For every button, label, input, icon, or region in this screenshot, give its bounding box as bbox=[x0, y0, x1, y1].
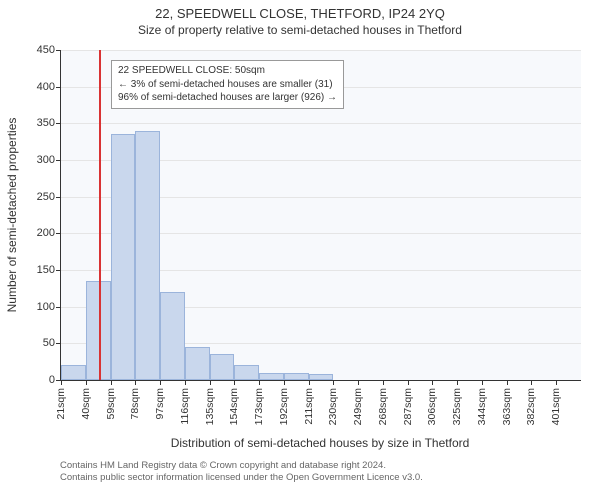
property-marker-line bbox=[99, 50, 101, 380]
ytick-label: 250 bbox=[37, 191, 55, 203]
xtick-label: 211sqm bbox=[303, 388, 315, 425]
xtick-label: 59sqm bbox=[105, 388, 117, 420]
xtick-mark bbox=[383, 380, 384, 385]
xtick-label: 230sqm bbox=[327, 388, 339, 425]
ytick-label: 200 bbox=[37, 227, 55, 239]
xtick-mark bbox=[358, 380, 359, 385]
xtick-mark bbox=[531, 380, 532, 385]
xtick-mark bbox=[309, 380, 310, 385]
xtick-label: 40sqm bbox=[80, 388, 92, 420]
xtick-mark bbox=[408, 380, 409, 385]
xtick-mark bbox=[333, 380, 334, 385]
xtick-mark bbox=[185, 380, 186, 385]
histogram-bar bbox=[210, 354, 235, 380]
xtick-label: 382sqm bbox=[525, 388, 537, 425]
page-title-1: 22, SPEEDWELL CLOSE, THETFORD, IP24 2YQ bbox=[0, 0, 600, 21]
xtick-mark bbox=[259, 380, 260, 385]
xtick-label: 306sqm bbox=[426, 388, 438, 425]
xtick-mark bbox=[432, 380, 433, 385]
histogram-bar bbox=[160, 292, 185, 380]
x-axis-label: Distribution of semi-detached houses by … bbox=[60, 436, 580, 450]
xtick-label: 268sqm bbox=[377, 388, 389, 425]
xtick-label: 344sqm bbox=[476, 388, 488, 425]
xtick-mark bbox=[482, 380, 483, 385]
footer-attribution: Contains HM Land Registry data © Crown c… bbox=[60, 460, 423, 485]
ytick-label: 300 bbox=[37, 154, 55, 166]
info-box-line: 96% of semi-detached houses are larger (… bbox=[118, 91, 337, 105]
ytick-label: 450 bbox=[37, 44, 55, 56]
xtick-mark bbox=[457, 380, 458, 385]
footer-line-2: Contains public sector information licen… bbox=[60, 472, 423, 484]
histogram-bar bbox=[259, 373, 284, 380]
ytick-mark bbox=[56, 270, 61, 271]
xtick-label: 192sqm bbox=[278, 388, 290, 425]
ytick-mark bbox=[56, 160, 61, 161]
ytick-mark bbox=[56, 197, 61, 198]
ytick-mark bbox=[56, 123, 61, 124]
xtick-mark bbox=[160, 380, 161, 385]
xtick-label: 97sqm bbox=[154, 388, 166, 420]
chart-plot-area: 05010015020025030035040045021sqm40sqm59s… bbox=[60, 50, 581, 381]
info-box-line: ← 3% of semi-detached houses are smaller… bbox=[118, 78, 337, 92]
xtick-mark bbox=[234, 380, 235, 385]
ytick-label: 100 bbox=[37, 301, 55, 313]
info-box: 22 SPEEDWELL CLOSE: 50sqm← 3% of semi-de… bbox=[111, 60, 344, 109]
xtick-label: 78sqm bbox=[129, 388, 141, 420]
xtick-label: 116sqm bbox=[179, 388, 191, 425]
xtick-mark bbox=[135, 380, 136, 385]
xtick-label: 401sqm bbox=[550, 388, 562, 425]
gridline bbox=[61, 123, 581, 124]
gridline bbox=[61, 50, 581, 51]
xtick-mark bbox=[86, 380, 87, 385]
xtick-label: 154sqm bbox=[228, 388, 240, 425]
ytick-label: 50 bbox=[43, 337, 55, 349]
xtick-mark bbox=[111, 380, 112, 385]
xtick-label: 21sqm bbox=[55, 388, 67, 420]
ytick-label: 350 bbox=[37, 117, 55, 129]
histogram-bar bbox=[309, 374, 334, 380]
xtick-label: 325sqm bbox=[451, 388, 463, 425]
ytick-label: 150 bbox=[37, 264, 55, 276]
histogram-bar bbox=[135, 131, 160, 380]
histogram-bar bbox=[111, 134, 136, 380]
xtick-label: 173sqm bbox=[253, 388, 265, 425]
xtick-mark bbox=[507, 380, 508, 385]
ytick-mark bbox=[56, 343, 61, 344]
page-title-2: Size of property relative to semi-detach… bbox=[0, 21, 600, 37]
histogram-bar bbox=[185, 347, 210, 380]
ytick-mark bbox=[56, 87, 61, 88]
info-box-line: 22 SPEEDWELL CLOSE: 50sqm bbox=[118, 64, 337, 78]
y-axis-label: Number of semi-detached properties bbox=[5, 118, 19, 313]
ytick-mark bbox=[56, 233, 61, 234]
xtick-label: 135sqm bbox=[204, 388, 216, 425]
xtick-label: 287sqm bbox=[402, 388, 414, 425]
ytick-label: 0 bbox=[49, 374, 55, 386]
histogram-bar bbox=[234, 365, 259, 380]
ytick-mark bbox=[56, 50, 61, 51]
footer-line-1: Contains HM Land Registry data © Crown c… bbox=[60, 460, 423, 472]
xtick-label: 363sqm bbox=[501, 388, 513, 425]
histogram-bar bbox=[284, 373, 309, 380]
xtick-mark bbox=[284, 380, 285, 385]
xtick-mark bbox=[210, 380, 211, 385]
ytick-mark bbox=[56, 307, 61, 308]
xtick-mark bbox=[556, 380, 557, 385]
ytick-label: 400 bbox=[37, 81, 55, 93]
xtick-mark bbox=[61, 380, 62, 385]
histogram-bar bbox=[61, 365, 86, 380]
xtick-label: 249sqm bbox=[352, 388, 364, 425]
